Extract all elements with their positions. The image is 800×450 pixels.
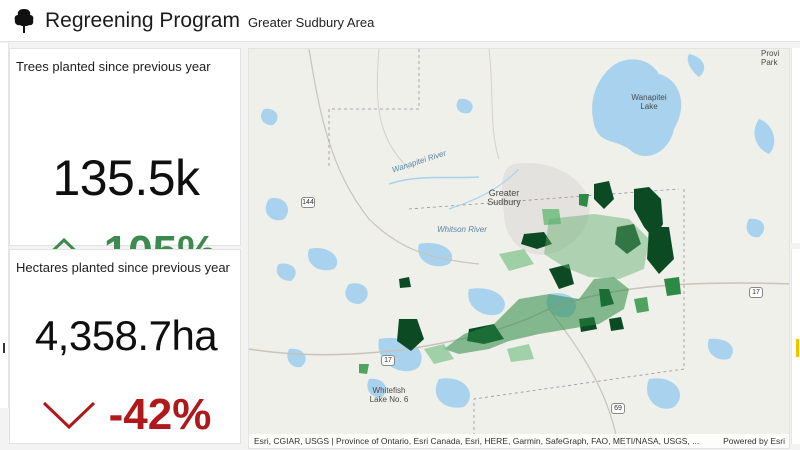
- powered-by-esri-link[interactable]: Powered by Esri: [723, 436, 785, 446]
- tree-icon: [14, 8, 34, 33]
- page-subtitle: Greater Sudbury Area: [247, 15, 375, 30]
- page-title: Regreening Program: [45, 8, 240, 32]
- attribution-text: Esri, CGIAR, USGS | Province of Ontario,…: [254, 436, 700, 446]
- map-basemap: [249, 49, 789, 448]
- chevron-down-icon: [42, 401, 95, 430]
- hectares-card-change: -42%: [108, 390, 212, 439]
- map-label-provincial-park: Provi Park: [761, 49, 780, 67]
- map-label-greater-sudbury: Greater Sudbury: [487, 188, 521, 207]
- map-attribution: Esri, CGIAR, USGS | Province of Ontario,…: [249, 434, 789, 448]
- map-label-wanapitei-lake: Wanapitei Lake: [631, 93, 667, 111]
- map-label-whitefish: Whitefish Lake No. 6: [369, 386, 409, 404]
- highway-shield: 69: [611, 403, 625, 414]
- trees-card-value: 135.5k: [52, 150, 200, 206]
- hectares-card-label: Hectares planted since previous year: [16, 260, 230, 275]
- right-panel-edge: [791, 48, 800, 243]
- trees-planted-card[interactable]: Trees planted since previous year 135.5k…: [9, 48, 241, 276]
- map-label-whitson-river: Whitson River: [437, 225, 487, 234]
- hectares-card-value: 4,358.7ha: [34, 312, 218, 359]
- highway-shield: 17: [381, 355, 395, 366]
- left-panel-edge: [0, 43, 9, 408]
- map-view[interactable]: Wanapitei Lake Greater Sudbury Whitson R…: [248, 48, 790, 449]
- right-panel-edge-lower: [791, 249, 800, 444]
- hectares-card-trend: -42%: [10, 390, 242, 440]
- highway-shield: 17: [749, 287, 763, 298]
- trees-card-label: Trees planted since previous year: [16, 59, 211, 74]
- highway-shield: 144: [301, 197, 315, 208]
- app-header: Regreening Program Greater Sudbury Area: [0, 0, 800, 42]
- hectares-planted-card[interactable]: Hectares planted since previous year 4,3…: [9, 249, 241, 444]
